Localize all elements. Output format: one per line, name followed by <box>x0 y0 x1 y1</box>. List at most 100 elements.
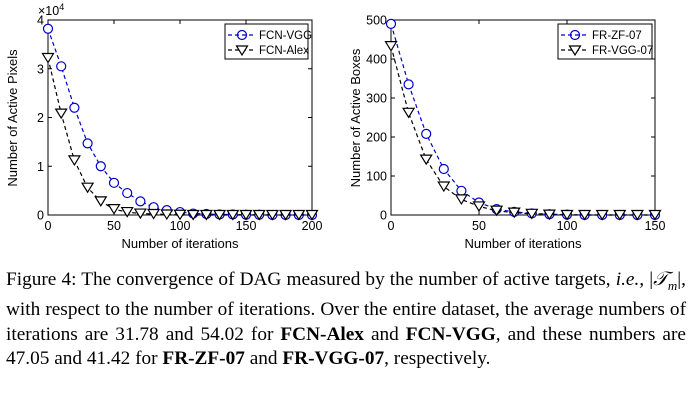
legend-marker-fcn-alex <box>235 45 249 57</box>
left-point-circle <box>122 187 133 199</box>
caption-ie: i.e., <box>615 269 645 290</box>
left-y-tick-label: 2 <box>37 111 44 125</box>
right-point-triangle <box>507 207 521 219</box>
caption-label: Figure 4: <box>6 269 77 290</box>
left-x-tick-label: 150 <box>236 219 257 233</box>
right-ticks: 0 50 100 150 0 100 200 300 400 500 <box>366 14 665 234</box>
right-point-triangle <box>454 194 468 206</box>
right-y-tick-label: 200 <box>366 131 387 145</box>
chart-active-boxes: 0 50 100 150 0 100 200 300 400 500 Number of Acti… <box>348 14 665 252</box>
right-point-triangle <box>490 205 504 217</box>
left-point-triangle <box>147 208 161 220</box>
right-y-tick-label: 400 <box>366 53 387 67</box>
right-x-tick-label: 0 <box>388 219 395 233</box>
legend-marker-fr-zf-07 <box>569 29 581 41</box>
left-point-triangle <box>94 196 108 208</box>
right-point-triangle <box>384 41 398 52</box>
right-y-tick-label: 500 <box>366 14 387 28</box>
left-x-tick-label: 100 <box>170 219 191 233</box>
left-point-circle <box>108 177 120 188</box>
right-point-triangle <box>595 209 609 221</box>
left-point-triangle <box>133 208 147 220</box>
caption-and-4: and <box>249 348 278 370</box>
left-point-triangle <box>81 182 95 194</box>
right-point-circle <box>403 79 414 90</box>
caption-for-2: for <box>135 348 158 370</box>
legend-marker-fr-vgg-07 <box>568 45 582 57</box>
left-point-circle <box>69 102 80 113</box>
right-point-triangle <box>648 209 662 221</box>
right-series <box>384 18 662 221</box>
legend-label-fcn-alex: FCN-Alex <box>259 45 309 57</box>
right-point-circle <box>385 18 397 29</box>
caption-name-fr-vgg-07: FR-VGG-07 <box>282 348 385 370</box>
right-y-tick-label: 300 <box>366 92 387 106</box>
caption-text-4: , respectively. <box>384 348 491 370</box>
left-point-circle <box>135 196 146 207</box>
right-x-tick-label: 50 <box>472 219 486 233</box>
right-point-triangle <box>525 208 539 220</box>
left-point-triangle <box>305 209 319 221</box>
right-y-tick-label: 0 <box>380 209 387 223</box>
left-series-line-1 <box>47 57 312 216</box>
left-y-tick-label: 1 <box>37 160 44 174</box>
left-point-circle <box>82 138 93 149</box>
left-point-triangle <box>107 204 121 215</box>
left-y-multiplier: ×104 <box>38 2 64 18</box>
left-x-axis-label: Number of iterations <box>121 236 239 251</box>
left-point-triangle <box>160 209 174 221</box>
left-point-triangle <box>173 209 187 221</box>
left-legend: FCN-VGG FCN-Alex <box>224 23 312 60</box>
left-point-circle <box>95 161 106 172</box>
caption-and-2: and <box>370 323 399 345</box>
caption-value-3: 47.05 <box>6 348 50 370</box>
left-point-triangle <box>239 209 253 221</box>
left-point-triangle <box>199 209 213 221</box>
left-point-triangle <box>279 209 293 221</box>
left-point-triangle <box>120 206 134 218</box>
right-point-triangle <box>542 209 556 221</box>
right-point-triangle <box>560 209 574 221</box>
left-y-tick-label: 0 <box>37 209 44 223</box>
left-point-circle <box>56 61 67 72</box>
left-point-triangle <box>252 209 266 221</box>
left-legend-box <box>224 23 309 60</box>
right-y-axis-label: Number of Active Boxes <box>348 48 363 187</box>
left-ticks: 0 50 100 150 200 0 1 2 3 4 <box>37 14 322 234</box>
left-point-triangle <box>54 108 68 120</box>
left-point-triangle <box>292 209 306 221</box>
caption-and-1: and <box>165 323 194 345</box>
left-y-tick-label: 3 <box>37 62 44 76</box>
right-point-circle <box>438 163 449 175</box>
right-x-axis-label: Number of iterations <box>464 236 582 251</box>
right-point-circle <box>421 128 432 139</box>
right-point-triangle <box>419 154 433 166</box>
caption-name-fcn-alex: FCN-Alex <box>280 323 364 345</box>
right-point-triangle <box>630 209 644 221</box>
left-series <box>41 23 319 221</box>
caption-value-1: 31.78 <box>115 323 159 345</box>
right-y-tick-label: 100 <box>366 170 387 184</box>
caption-text-2: , with respect to the number of iteratio… <box>6 269 686 345</box>
right-point-triangle <box>578 209 592 221</box>
right-series-line-1 <box>390 45 655 216</box>
left-y-tick-label: 4 <box>37 14 44 28</box>
figure-caption: Figure 4: The convergence of DAG measure… <box>6 268 686 372</box>
left-point-triangle <box>265 209 279 221</box>
caption-text-3: , and these numbers are <box>495 323 686 345</box>
caption-value-2: 54.02 <box>200 323 244 345</box>
right-point-triangle <box>472 201 486 213</box>
caption-and-3: and <box>54 348 83 370</box>
legend-label-fr-vgg-07: FR-VGG-07 <box>592 45 653 57</box>
right-point-triangle <box>437 181 451 193</box>
right-legend: FR-ZF-07 FR-VGG-07 <box>557 23 653 60</box>
left-point-circle <box>42 23 54 34</box>
left-x-tick-label: 0 <box>45 219 52 233</box>
caption-text-1: The convergence of DAG measured by the n… <box>81 269 611 290</box>
caption-value-4: 41.42 <box>86 348 131 370</box>
left-point-triangle <box>67 155 81 167</box>
left-point-triangle <box>41 52 55 64</box>
legend-label-fcn-vgg: FCN-VGG <box>259 30 312 42</box>
caption-for-1: for <box>250 323 274 345</box>
left-x-tick-label: 200 <box>302 219 323 233</box>
